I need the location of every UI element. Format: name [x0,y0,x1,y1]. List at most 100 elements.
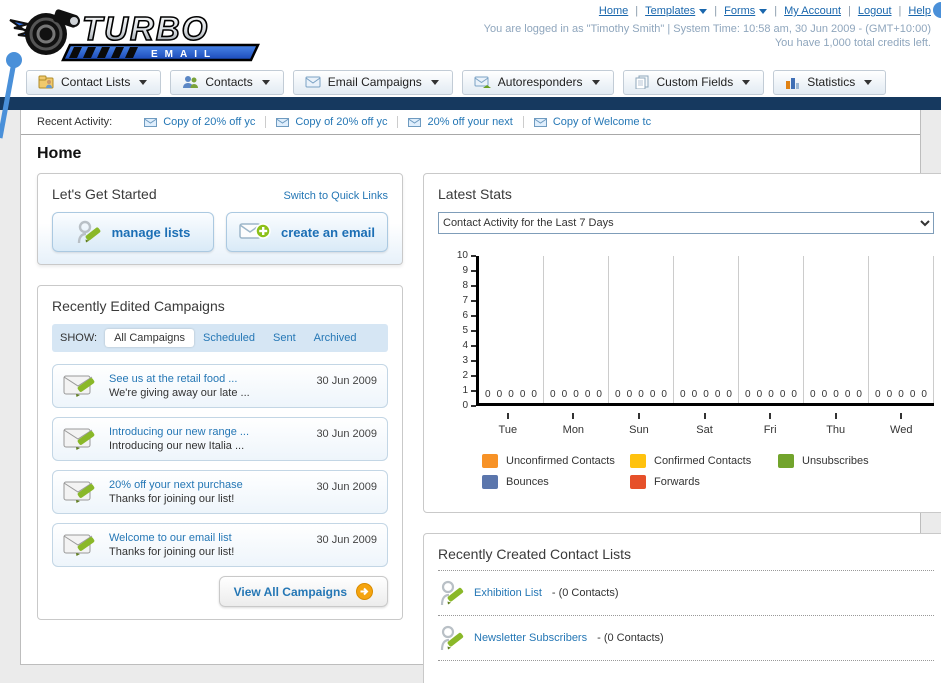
switch-quick-links-link[interactable]: Switch to Quick Links [283,190,388,202]
main-navigation: Contact Lists Contacts Email Campaigns [0,66,941,97]
contact-list-row[interactable]: Exhibition List - (0 Contacts) [438,571,934,616]
tab-sent[interactable]: Sent [273,332,296,344]
autoresponders-icon [474,76,491,88]
campaign-subtitle: Thanks for joining our list! [109,546,235,558]
contacts-icon [183,76,199,88]
email-campaigns-icon [305,76,321,88]
recently-created-contact-lists-panel: Recently Created Contact Lists Exhibitio… [423,533,941,683]
nav-tab-autoresponders[interactable]: Autoresponders [461,70,614,95]
nav-tab-contact-lists[interactable]: Contact Lists [26,70,162,95]
legend-item: Forwards [630,475,778,489]
chevron-down-icon [742,79,751,85]
recent-activity-item[interactable]: Copy of 20% off yc [134,116,267,128]
recent-activity-bar: Recent Activity: Copy of 20% off yc Copy… [21,110,920,135]
legend-swatch [482,454,498,468]
campaign-title-link[interactable]: See us at the retail food ... [109,373,238,385]
legend-label: Forwards [654,476,700,488]
campaign-row[interactable]: Welcome to our email list Thanks for joi… [52,523,388,567]
legend-label: Confirmed Contacts [654,455,752,467]
get-started-title: Let's Get Started [52,186,157,202]
contact-list-row[interactable]: Newsletter Subscribers - (0 Contacts) [438,616,934,661]
person-pencil-icon [77,220,100,244]
latest-stats-title: Latest Stats [438,186,512,202]
campaign-title-link[interactable]: 20% off your next purchase [109,479,243,491]
campaign-row[interactable]: 20% off your next purchase Thanks for jo… [52,470,388,514]
chevron-down-icon [139,79,148,85]
header-link-templates[interactable]: Templates [645,5,696,17]
person-pencil-icon [440,580,464,606]
person-pencil-icon [440,625,464,651]
envelope-icon [533,117,547,127]
header-links: Home | Templates | Forms | My Account | Logo… [598,5,931,17]
credits-text: You have 1,000 total credits left. [774,37,931,49]
recently-edited-campaigns-panel: Recently Edited Campaigns SHOW: All Camp… [37,285,403,620]
campaign-subtitle: We're giving away our late ... [109,387,250,399]
navy-divider-bar [0,97,941,110]
tab-all-campaigns[interactable]: All Campaigns [105,329,194,347]
logo-email-text: EMAIL [151,49,217,60]
campaign-row[interactable]: Introducing our new range ... Introducin… [52,417,388,461]
envelope-plus-icon [239,223,271,239]
campaigns-panel-title: Recently Edited Campaigns [52,298,225,314]
campaign-title-link[interactable]: Introducing our new range ... [109,426,250,438]
nav-tab-contacts[interactable]: Contacts [170,70,284,95]
stats-period-select[interactable]: Contact Activity for the Last 7 Days [438,212,934,234]
chart-y-axis: 10 9 8 7 6 5 4 3 2 1 0 [442,248,476,413]
campaign-row[interactable]: See us at the retail food ... We're givi… [52,364,388,408]
legend-item: Unconfirmed Contacts [482,454,630,468]
campaign-date: 30 Jun 2009 [316,534,377,546]
envelope-icon [144,117,158,127]
legend-item: Bounces [482,475,630,489]
envelope-pencil-icon [63,481,95,503]
contact-lists-icon [38,75,54,89]
login-status-text: You are logged in as "Timothy Smith" | S… [483,23,931,35]
contact-list-count: - (0 Contacts) [551,587,619,599]
nav-tab-custom-fields[interactable]: Custom Fields [622,70,765,95]
contact-list-link[interactable]: Exhibition List [474,587,542,599]
campaign-date: 30 Jun 2009 [316,428,377,440]
chart-legend: Unconfirmed Contacts Confirmed Contacts Un… [482,454,934,496]
chart-x-axis: Tue Mon Sun Sat Fri Thu Wed [475,413,934,438]
chevron-down-icon [699,8,708,14]
tab-scheduled[interactable]: Scheduled [203,332,255,344]
tab-archived[interactable]: Archived [313,332,357,344]
chevron-down-icon [759,8,768,14]
view-all-campaigns-button[interactable]: View All Campaigns [218,576,388,607]
recent-activity-label: Recent Activity: [37,116,113,128]
envelope-icon [408,117,422,127]
header-link-my-account[interactable]: My Account [784,5,841,17]
campaign-subtitle: Thanks for joining our list! [109,493,235,505]
nav-tab-email-campaigns[interactable]: Email Campaigns [292,70,453,95]
recent-activity-item[interactable]: Copy of 20% off yc [266,116,399,128]
content-area: Recent Activity: Copy of 20% off yc Copy… [20,110,941,683]
top-header: TURBO EMAIL Home | Templates | Forms | My A… [0,0,941,66]
show-label: SHOW: [60,332,98,344]
chevron-down-icon [261,79,270,85]
chevron-down-icon [864,79,873,85]
nav-tab-statistics[interactable]: Statistics [773,70,887,95]
turbo-email-logo: TURBO EMAIL [9,9,260,62]
header-link-forms[interactable]: Forms [724,5,756,17]
create-email-button[interactable]: create an email [226,212,388,252]
campaign-date: 30 Jun 2009 [316,375,377,387]
contact-lists-title: Recently Created Contact Lists [438,546,934,571]
get-started-panel: Let's Get Started Switch to Quick Links [37,173,403,265]
campaign-title-link[interactable]: Welcome to our email list [109,532,232,544]
manage-lists-button[interactable]: manage lists [52,212,214,252]
page-title: Home [37,145,82,162]
header-link-home[interactable]: Home [598,5,629,17]
custom-fields-icon [635,75,649,89]
header-link-help[interactable]: Help [908,5,931,17]
contact-list-link[interactable]: Newsletter Subscribers [474,632,588,644]
legend-label: Bounces [506,476,549,488]
envelope-pencil-icon [63,375,95,397]
recent-activity-item[interactable]: 20% off your next [398,116,524,128]
legend-swatch [778,454,794,468]
header-link-logout[interactable]: Logout [857,5,892,17]
contact-list-count: - (0 Contacts) [597,632,664,644]
envelope-pencil-icon [63,428,95,450]
legend-item: Confirmed Contacts [630,454,778,468]
legend-label: Unconfirmed Contacts [506,455,615,467]
recent-activity-item[interactable]: Copy of Welcome tc [524,116,661,128]
